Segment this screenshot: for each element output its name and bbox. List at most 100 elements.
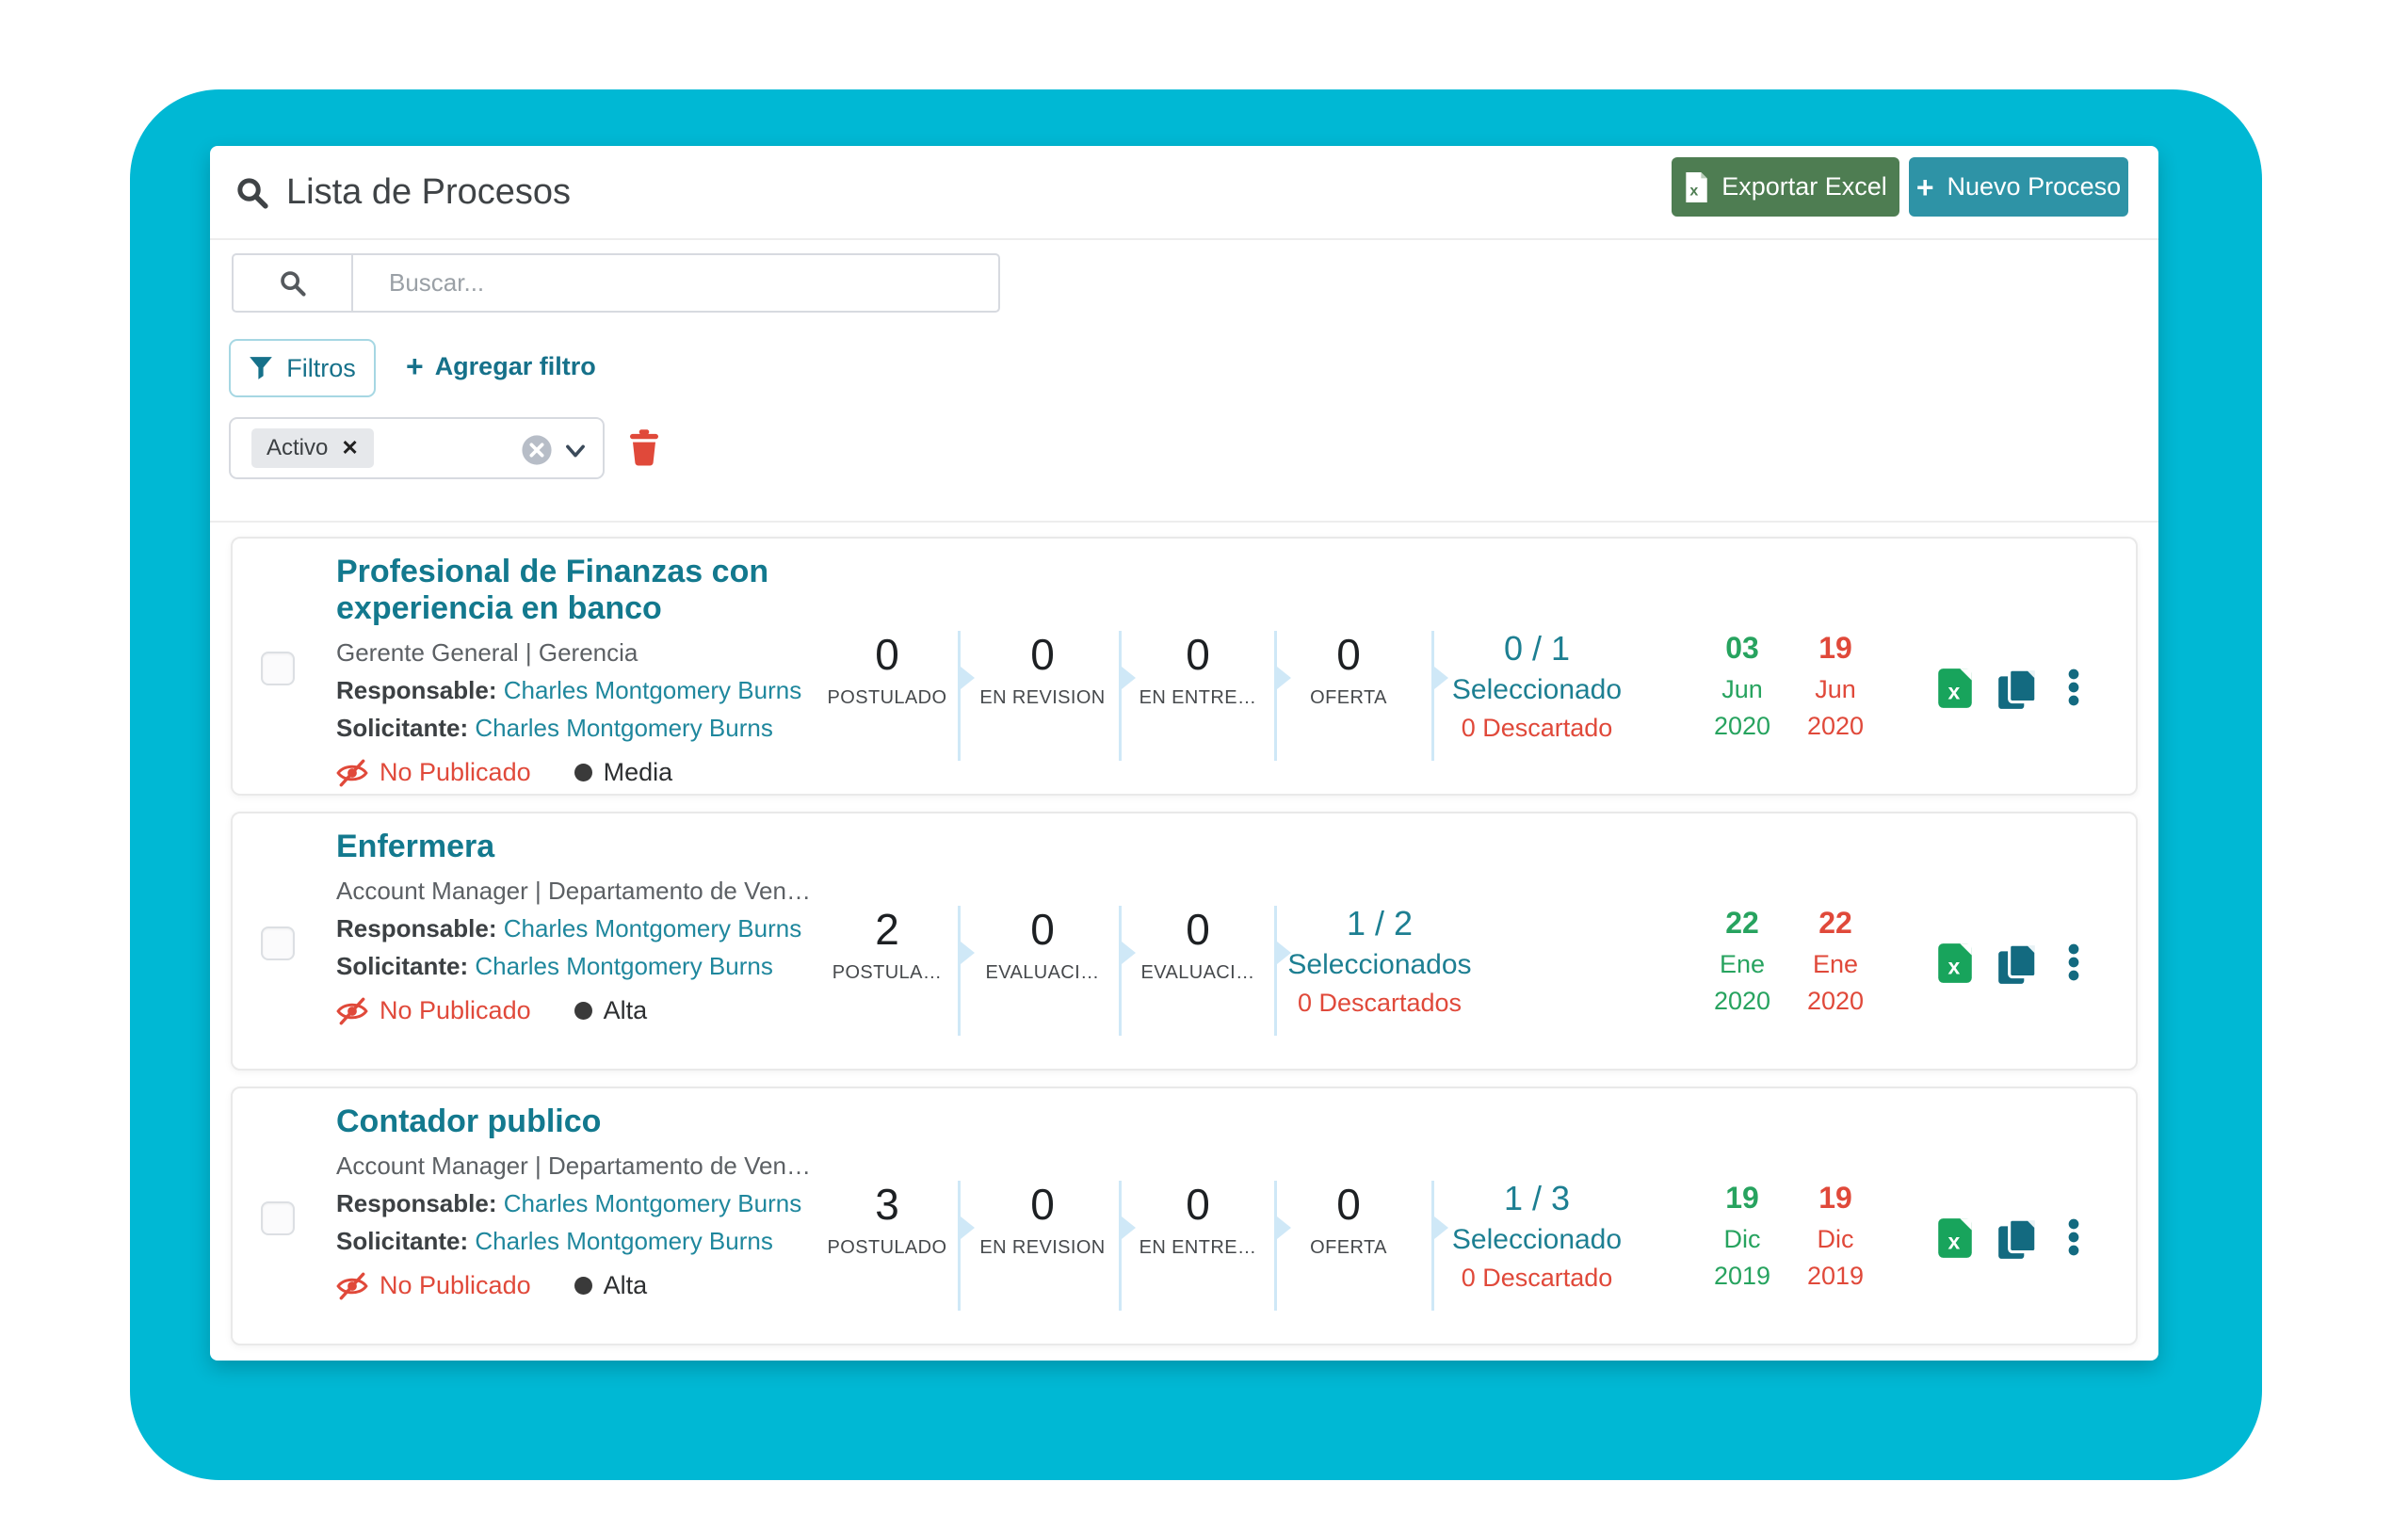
add-filter-label: Agregar filtro	[434, 351, 596, 380]
stat-label: EVALUACI…	[1140, 962, 1255, 983]
page-header: Lista de Procesos x Exportar Excel + Nue…	[210, 146, 2158, 240]
priority-dot-icon	[574, 764, 592, 781]
priority-badge: Media	[574, 758, 673, 787]
stat-value: 3	[875, 1180, 899, 1229]
stage-arrow-separator	[1274, 906, 1291, 1036]
clear-filter-icon[interactable]	[521, 434, 553, 466]
excel-file-icon: x	[1684, 171, 1708, 202]
selected-label: Seleccionados	[1287, 949, 1472, 980]
eye-off-icon	[336, 1272, 368, 1300]
start-date: 22 Ene 2020	[1676, 906, 1808, 1016]
start-year: 2019	[1713, 1262, 1771, 1290]
export-row-excel-icon[interactable]: x	[1933, 942, 1977, 985]
publish-status-text: No Publicado	[380, 1271, 531, 1299]
section-divider	[210, 521, 2158, 523]
stat-en-entrevista: 0 EN ENTRE…	[1123, 629, 1273, 709]
search-input[interactable]	[353, 268, 998, 298]
stat-evaluacion-2: 0 EVALUACI…	[1123, 904, 1273, 984]
process-checkbox[interactable]	[261, 652, 295, 685]
responsable-link[interactable]: Charles Montgomery Burns	[503, 1189, 802, 1217]
start-date: 19 Dic 2019	[1676, 1181, 1808, 1291]
stat-en-revision: 0 EN REVISION	[967, 629, 1118, 709]
responsable-link[interactable]: Charles Montgomery Burns	[503, 914, 802, 942]
chevron-down-icon[interactable]	[562, 438, 589, 464]
selected-block: 1 / 3 Seleccionado 0 Descartado	[1386, 1179, 1688, 1293]
filter-chip-label: Activo	[267, 435, 329, 460]
publish-status-text: No Publicado	[380, 758, 531, 786]
stat-en-entrevista: 0 EN ENTRE…	[1123, 1179, 1273, 1259]
process-title[interactable]: Profesional de Finanzas con experiencia …	[336, 554, 769, 626]
end-month: Ene	[1812, 950, 1859, 978]
stat-oferta: 0 OFERTA	[1273, 629, 1424, 709]
stat-value: 2	[875, 905, 899, 954]
new-process-label: Nuevo Proceso	[1947, 172, 2122, 201]
process-checkbox[interactable]	[261, 926, 295, 960]
responsable-label: Responsable:	[336, 676, 497, 704]
process-title[interactable]: Enfermera	[336, 829, 495, 864]
start-year: 2020	[1713, 987, 1771, 1015]
process-card: Contador publico Account Manager | Depar…	[231, 1087, 2138, 1345]
svg-text:x: x	[1690, 183, 1699, 199]
filters-button[interactable]: Filtros	[229, 339, 376, 397]
stage-arrow-separator	[1119, 631, 1136, 761]
priority-badge: Alta	[574, 996, 647, 1025]
plus-icon: +	[1915, 169, 1934, 204]
selected-block: 1 / 2 Seleccionados 0 Descartados	[1229, 904, 1530, 1018]
end-day: 22	[1818, 906, 1852, 940]
responsable-label: Responsable:	[336, 1189, 497, 1217]
selected-ratio: 0 / 1	[1503, 629, 1571, 668]
stat-label: EVALUACI…	[985, 962, 1100, 983]
duplicate-icon[interactable]	[1995, 667, 2040, 712]
start-day: 19	[1725, 1181, 1759, 1215]
filter-chip-activo[interactable]: Activo ✕	[251, 428, 374, 468]
start-date: 03 Jun 2020	[1676, 631, 1808, 741]
solicitante-link[interactable]: Charles Montgomery Burns	[475, 1227, 773, 1255]
end-day: 19	[1818, 1181, 1852, 1215]
solicitante-link[interactable]: Charles Montgomery Burns	[475, 714, 773, 742]
more-options-icon[interactable]	[2067, 1218, 2080, 1256]
export-excel-button[interactable]: x Exportar Excel	[1672, 157, 1899, 217]
end-date: 19 Jun 2020	[1770, 631, 1901, 741]
process-card: Enfermera Account Manager | Departamento…	[231, 812, 2138, 1071]
stat-value: 0	[1030, 1180, 1055, 1229]
svg-text:x: x	[1948, 1230, 1961, 1254]
publish-status: No Publicado	[336, 758, 531, 787]
end-day: 19	[1818, 631, 1852, 665]
stage-arrow-separator	[958, 1181, 975, 1311]
svg-text:x: x	[1948, 955, 1961, 979]
end-year: 2020	[1806, 987, 1865, 1015]
filter-select[interactable]: Activo ✕	[229, 417, 605, 479]
process-checkbox[interactable]	[261, 1201, 295, 1235]
stat-value: 0	[1030, 905, 1055, 954]
responsable-link[interactable]: Charles Montgomery Burns	[503, 676, 802, 704]
start-day: 03	[1725, 631, 1759, 665]
discarded-label: 0 Descartados	[1297, 989, 1463, 1017]
trash-icon[interactable]	[627, 428, 661, 466]
new-process-button[interactable]: + Nuevo Proceso	[1909, 157, 2128, 217]
export-row-excel-icon[interactable]: x	[1933, 1216, 1977, 1260]
stat-label: POSTULADO	[827, 687, 947, 708]
selected-ratio: 1 / 2	[1346, 904, 1414, 942]
process-title[interactable]: Contador publico	[336, 1103, 602, 1139]
more-options-icon[interactable]	[2067, 668, 2080, 706]
more-options-icon[interactable]	[2067, 943, 2080, 981]
stage-arrow-separator	[1119, 906, 1136, 1036]
publish-status: No Publicado	[336, 1271, 531, 1300]
end-year: 2019	[1806, 1262, 1865, 1290]
end-date: 19 Dic 2019	[1770, 1181, 1901, 1291]
duplicate-icon[interactable]	[1995, 942, 2040, 987]
svg-text:x: x	[1948, 680, 1961, 704]
eye-off-icon	[336, 997, 368, 1025]
add-filter-button[interactable]: + Agregar filtro	[406, 351, 596, 381]
stat-value: 0	[1186, 905, 1210, 954]
stage-arrow-separator	[1431, 1181, 1448, 1311]
stat-postulado: 3 POSTULADO	[812, 1179, 962, 1259]
duplicate-icon[interactable]	[1995, 1216, 2040, 1262]
main-panel: Lista de Procesos x Exportar Excel + Nue…	[210, 146, 2158, 1361]
stat-value: 0	[1030, 630, 1055, 679]
solicitante-link[interactable]: Charles Montgomery Burns	[475, 952, 773, 980]
priority-text: Media	[603, 758, 673, 786]
funnel-icon	[249, 356, 273, 380]
export-row-excel-icon[interactable]: x	[1933, 667, 1977, 710]
chip-remove-icon[interactable]: ✕	[341, 436, 359, 459]
